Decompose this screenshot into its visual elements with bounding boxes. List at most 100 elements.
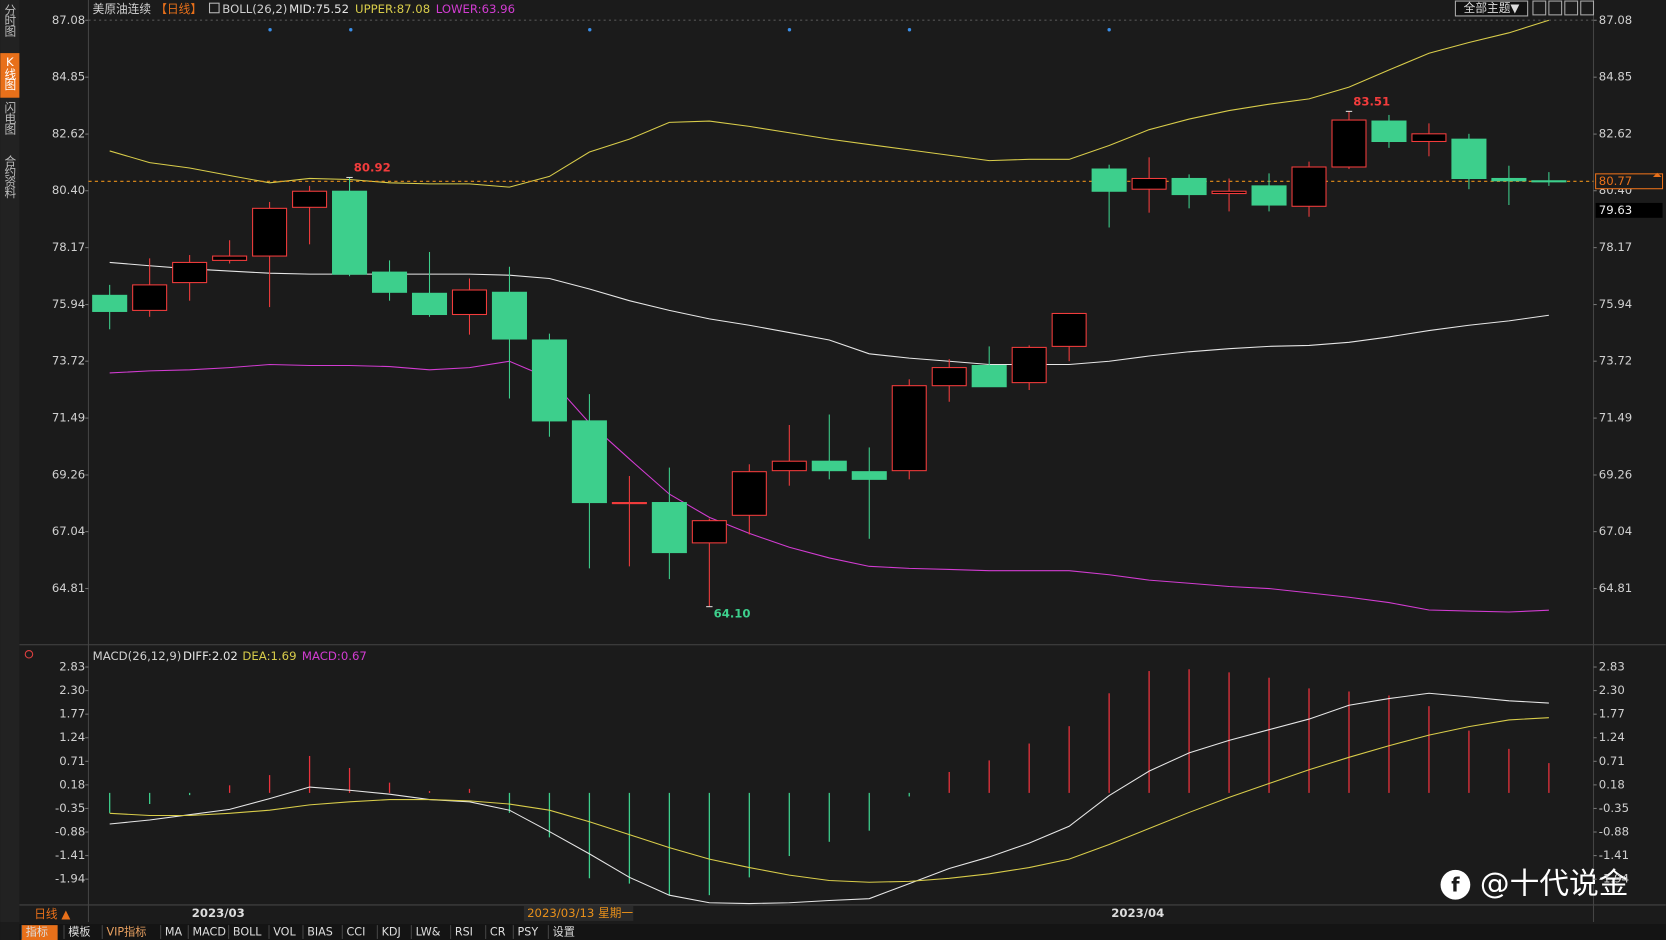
watermark-logo	[1440, 869, 1471, 900]
y-tick-label-right: 2.83	[1599, 660, 1625, 674]
period-switch[interactable]: 日线 ▲	[34, 907, 70, 921]
watermark-icon: f	[1451, 873, 1460, 896]
toolbar-item[interactable]: MA	[165, 926, 183, 939]
macd-bar	[1028, 743, 1030, 793]
macd-bar	[109, 792, 111, 813]
y-tick-label: 80.40	[52, 183, 85, 197]
x-tick-label: 2023/03	[192, 906, 245, 920]
toolbar-item[interactable]: 设置	[553, 926, 575, 939]
candle-body	[1411, 133, 1447, 143]
theme-button-label[interactable]: 全部主题▼	[1464, 1, 1520, 15]
y-tick-label: 82.62	[52, 127, 85, 141]
macd-bar	[308, 755, 311, 793]
toolbar-item[interactable]: RSI	[455, 926, 473, 939]
sidebar-tab[interactable]: 闪电图	[3, 101, 17, 135]
candle-body	[1331, 119, 1367, 168]
toolbar-item[interactable]: 模板	[68, 925, 90, 939]
candle-body	[92, 294, 128, 312]
macd-bar	[1468, 730, 1470, 793]
macd-bar	[1308, 688, 1310, 793]
toolbar-item[interactable]: PSY	[518, 926, 539, 939]
macd-bar	[188, 792, 191, 796]
y-tick-label-right: 87.08	[1599, 13, 1632, 27]
y-tick-label-right: 0.71	[1599, 754, 1625, 768]
crosshair-date: 2023/03/13 星期一	[527, 906, 633, 920]
y-tick-label-right: 1.24	[1599, 730, 1625, 744]
theme-button[interactable]	[1454, 0, 1529, 17]
macd-bar	[149, 792, 151, 804]
instrument-title: 美原油连续	[93, 2, 152, 16]
macd-bar	[428, 791, 431, 793]
macd-icon[interactable]	[24, 650, 34, 659]
y-tick-label: 0.71	[59, 754, 85, 768]
candle-body	[411, 292, 448, 316]
candle-body	[1371, 120, 1407, 143]
y-tick-label: 73.72	[52, 354, 85, 368]
period-label: 【日线】	[155, 2, 202, 16]
macd-bar	[788, 792, 790, 857]
sidebar-tab[interactable]: 合约资料	[3, 154, 17, 199]
macd-bar	[508, 792, 511, 813]
crosshair-box	[523, 906, 634, 921]
candle-body	[771, 460, 807, 472]
candle-body	[531, 339, 567, 422]
y-tick-label-right: 73.72	[1599, 354, 1632, 368]
toolbar-item[interactable]: CCI	[347, 926, 366, 939]
y-tick-label: 2.30	[59, 683, 85, 697]
sidebar-tab[interactable]: 分时图	[3, 4, 17, 38]
sidebar	[0, 0, 20, 922]
candle-body	[1211, 190, 1247, 195]
candle-body	[851, 471, 887, 480]
y-tick-label: -0.88	[55, 825, 85, 839]
macd-bar	[668, 792, 671, 896]
candle-body	[371, 271, 408, 293]
toolbar	[19, 924, 1666, 940]
legend-entry: UPPER:87.08	[355, 2, 430, 16]
toolbar-item[interactable]: BIAS	[307, 926, 333, 939]
candle-body	[971, 364, 1007, 388]
y-tick-label-right: 69.26	[1599, 467, 1632, 481]
macd-bar	[1348, 691, 1350, 793]
toolbar-item[interactable]: CR	[490, 926, 506, 939]
candle-body	[731, 471, 767, 516]
indicator-line	[109, 692, 1549, 905]
y-tick-label-right: 75.94	[1599, 297, 1632, 311]
indicator-icon[interactable]	[208, 2, 220, 14]
y-tick-label: 84.85	[52, 70, 85, 84]
candle-body	[1451, 138, 1487, 180]
candle-body	[212, 255, 248, 261]
y-tick-label-right: 67.04	[1599, 524, 1632, 538]
candle-body	[1251, 185, 1287, 206]
event-markers	[268, 28, 1111, 32]
candle-body	[571, 420, 607, 504]
toolbar-item[interactable]: MACD	[193, 926, 226, 939]
toolbar-item[interactable]: VOL	[273, 926, 296, 939]
toolbar-item[interactable]: VIP指标	[106, 925, 146, 939]
macd-bar	[228, 785, 231, 793]
toolbar-item[interactable]: 指标	[26, 925, 48, 939]
window-buttons[interactable]	[1532, 0, 1595, 16]
legend-entry: MACD:0.67	[302, 649, 367, 663]
macd-bar	[348, 767, 351, 793]
toolbar-item[interactable]: BOLL	[233, 926, 262, 939]
y-tick-label-right: 78.17	[1599, 240, 1632, 254]
y-tick-label: 1.77	[59, 707, 85, 721]
macd-bar	[708, 792, 710, 896]
macd-bar	[1388, 695, 1390, 793]
macd-bar	[988, 760, 990, 793]
macd-bar	[388, 782, 391, 793]
sidebar-tab[interactable]: K线图	[3, 55, 17, 91]
y-tick-label-right: 82.62	[1599, 127, 1632, 141]
last-price-label: 80.77	[1599, 174, 1632, 188]
macd-bar	[548, 792, 551, 838]
toolbar-item[interactable]: LW&	[416, 926, 441, 939]
y-tick-label-right: 2.30	[1599, 683, 1625, 697]
macd-bar	[948, 771, 950, 793]
y-tick-label-right: 71.49	[1599, 411, 1632, 425]
y-tick-label: -1.41	[55, 848, 85, 862]
y-tick-label-right: 0.18	[1599, 777, 1625, 791]
y-tick-label-right: 84.85	[1599, 70, 1632, 84]
toolbar-item[interactable]: KDJ	[382, 926, 401, 939]
macd-bar	[268, 775, 271, 793]
